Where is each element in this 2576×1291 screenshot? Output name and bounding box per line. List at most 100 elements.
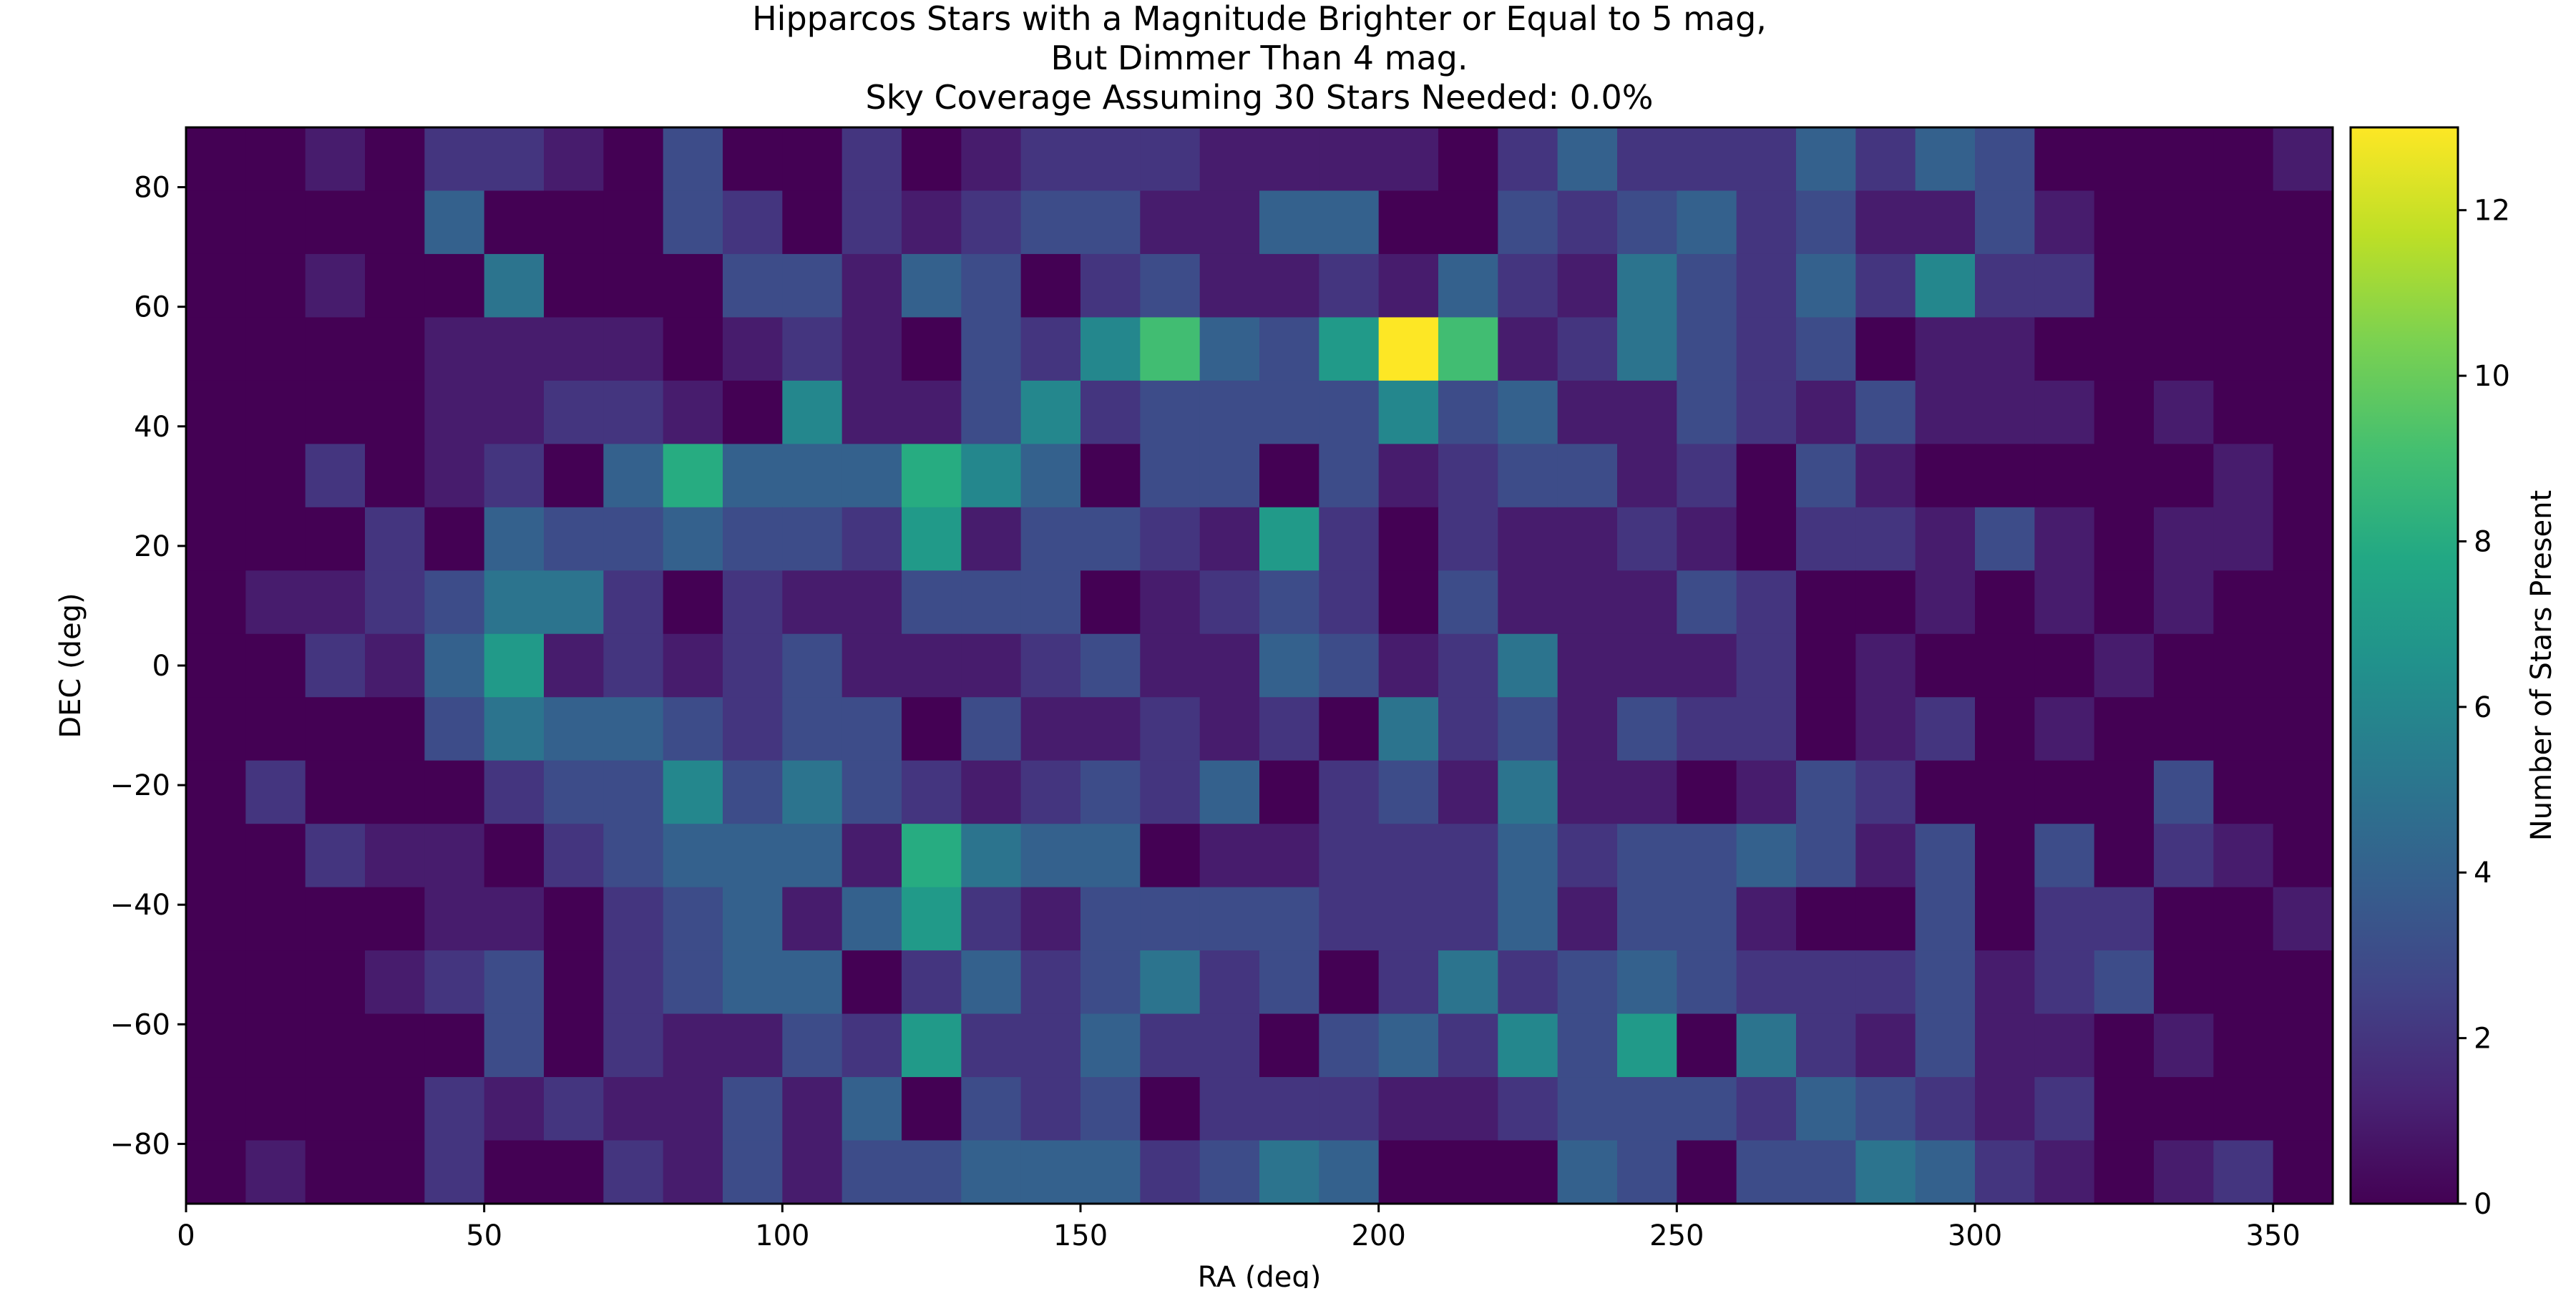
heatmap-cell [1915,1013,1976,1078]
heatmap-cell [1677,760,1737,824]
heatmap-cell [1557,887,1618,951]
heatmap-cells [186,127,2333,1204]
heatmap-cell [1915,824,1976,888]
heatmap-cell [1855,1077,1916,1141]
heatmap-cell [663,317,723,381]
heatmap-cell [1736,1013,1797,1078]
heatmap-cell [1020,950,1081,1015]
heatmap-cell [1259,887,1319,951]
chart-title: Hipparcos Stars with a Magnitude Brighte… [752,0,1767,117]
heatmap-cell [305,887,366,951]
heatmap-cell [484,950,545,1015]
heatmap-cell [961,1077,1022,1141]
x-tick-label: 300 [1948,1219,2002,1252]
heatmap-cell [2213,1013,2274,1078]
colorbar [2349,126,2459,1205]
heatmap-cell [1259,824,1319,888]
heatmap-cell [1736,760,1797,824]
heatmap-cell [305,127,366,192]
heatmap-cell [186,380,246,444]
heatmap-cell [1498,507,1558,571]
heatmap-cell [1140,760,1201,824]
heatmap-cell [484,570,545,635]
heatmap-cell [1259,1077,1319,1141]
heatmap-cell [365,697,425,761]
heatmap-cell [2273,1140,2333,1204]
heatmap-cell [1020,127,1081,192]
heatmap-cell [186,570,246,635]
heatmap-cell [841,253,902,318]
y-tick-label: 0 [152,650,170,683]
heatmap-cell [1796,1140,1856,1204]
y-tick-label: −40 [110,889,170,922]
heatmap-cell [2094,127,2155,192]
x-axis-label: RA (deg) [1198,1261,1322,1288]
heatmap-cell [2094,253,2155,318]
heatmap-cell [1855,253,1916,318]
heatmap-cell [841,760,902,824]
heatmap-cell [663,127,723,192]
heatmap-cell [902,190,962,255]
heatmap-cell [1020,887,1081,951]
heatmap-cell [1378,1077,1439,1141]
heatmap-cell [484,1013,545,1078]
heatmap-cell [663,253,723,318]
heatmap-cell [245,317,306,381]
heatmap-cell [1020,317,1081,381]
heatmap-cell [2094,570,2155,635]
y-tick-label: 60 [134,291,170,324]
heatmap-cell [1915,190,1976,255]
heatmap-cell [186,1140,246,1204]
heatmap-cell [1796,633,1856,698]
heatmap-cell [1498,950,1558,1015]
heatmap-cell [424,887,485,951]
heatmap-cell [1915,380,1976,444]
heatmap-cell [663,760,723,824]
heatmap-cell [305,697,366,761]
heatmap-cell [603,444,664,508]
heatmap-cell [2273,824,2333,888]
y-tick-label: 40 [134,411,170,444]
heatmap-cell [1617,444,1677,508]
heatmap-cell [484,253,545,318]
heatmap-cell [1020,1140,1081,1204]
heatmap-cell [603,507,664,571]
heatmap-cell [1617,253,1677,318]
heatmap-cell [723,253,783,318]
heatmap-cell [2273,253,2333,318]
heatmap-cell [902,1013,962,1078]
heatmap-cell [961,1140,1022,1204]
heatmap-cell [1855,507,1916,571]
heatmap-cell [1319,507,1380,571]
heatmap-cell [1199,950,1260,1015]
heatmap-cell [1319,633,1380,698]
heatmap-cell [2094,1013,2155,1078]
heatmap-cell [1915,507,1976,571]
heatmap-cell [603,887,664,951]
heatmap-cell [2034,1013,2095,1078]
heatmap-cell [1259,697,1319,761]
heatmap-cell [186,444,246,508]
heatmap-cell [1438,1077,1498,1141]
heatmap-cell [544,317,604,381]
heatmap-cell [1677,1077,1737,1141]
heatmap-cell [1438,444,1498,508]
heatmap-cell [902,824,962,888]
heatmap-cell [1736,570,1797,635]
heatmap-cell [1855,1013,1916,1078]
heatmap-cell [2273,190,2333,255]
heatmap-cell [961,190,1022,255]
heatmap-cell [1975,380,2035,444]
heatmap-cell [1378,570,1439,635]
heatmap-cell [1855,380,1916,444]
heatmap-cell [424,570,485,635]
heatmap-cell [1677,887,1737,951]
heatmap-cell [186,127,246,192]
heatmap-cell [1796,824,1856,888]
heatmap-cell [2034,444,2095,508]
heatmap-cell [2213,760,2274,824]
heatmap-cell [1736,1140,1797,1204]
heatmap-cell [1199,1013,1260,1078]
heatmap-cell [1080,253,1141,318]
heatmap-cell [1438,697,1498,761]
